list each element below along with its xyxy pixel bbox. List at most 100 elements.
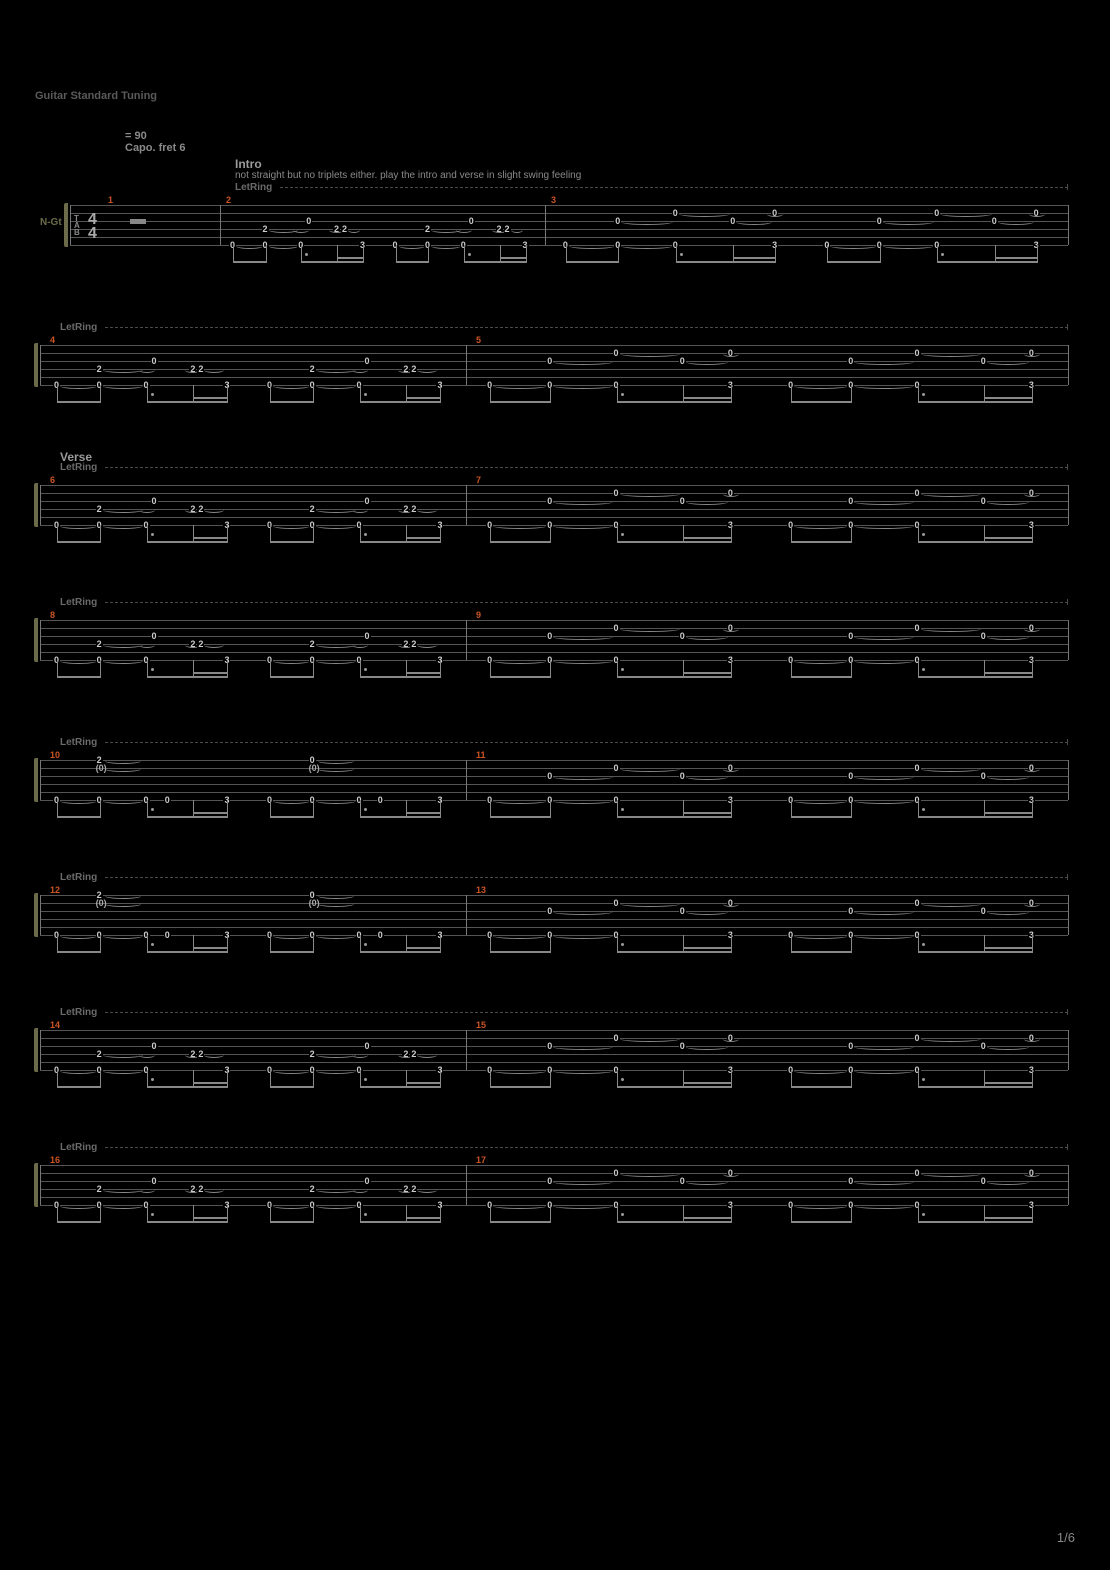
beam [360,541,441,543]
section-note: not straight but no triplets either. pla… [235,170,581,181]
fret-number: 2 [309,1184,316,1194]
tie [348,227,360,233]
tie [204,507,224,513]
stem [731,935,732,953]
fret-number: 0 [613,623,620,633]
measure-number: 11 [476,750,486,760]
dot [922,668,925,671]
tie [767,211,783,217]
tie [686,499,728,505]
fret-number: 0 [672,208,679,218]
beam [270,816,313,818]
tie [794,523,848,529]
fret-number: 0 [613,763,620,773]
beam [683,672,731,674]
fret-number: 0 [613,348,620,358]
staff-line [40,792,1068,793]
beam [683,397,731,399]
tie [60,798,97,804]
barline [466,620,467,660]
stem [227,800,228,818]
tie [723,626,739,632]
fret-number: 0 [151,1041,158,1051]
letring-label: LetRing [60,1142,97,1153]
fret-number: 0 [546,356,553,366]
fret-number: 0 [679,1041,686,1051]
fret-number: 0 [914,623,921,633]
fret-number: 2 [309,1049,316,1059]
fret-number: 0 [613,1033,620,1043]
tie [352,367,368,373]
tie [316,1187,357,1193]
stem [227,935,228,953]
tie [103,658,144,664]
stem [266,245,267,263]
tie [921,1171,981,1177]
stem [1032,800,1033,818]
stem [313,800,314,818]
letring-label: LetRing [60,872,97,883]
stem [550,660,551,678]
beam [617,816,731,818]
stem [880,245,881,263]
stem [731,660,732,678]
letring-label: LetRing [235,182,272,193]
tie [620,1171,680,1177]
tie [103,1187,144,1193]
tie [1024,351,1040,357]
beam [360,1086,441,1088]
beam [683,1217,731,1219]
stem [1032,385,1033,403]
staff-bracket [34,618,38,662]
tie [553,383,613,389]
tie [620,491,680,497]
fret-number: 2 [309,504,316,514]
letring-end [1067,874,1068,880]
fret-number: 0 [933,208,940,218]
fret-number: 0 [364,631,371,641]
stem [313,935,314,953]
letring-end [1067,599,1068,605]
beam [617,1221,731,1223]
beam [918,401,1032,403]
tie [417,507,437,513]
tie [273,1203,310,1209]
fret-number: 2 [96,504,103,514]
beam [918,951,1032,953]
measure-number: 16 [50,1155,60,1165]
fret-number: 0 [151,631,158,641]
beam [147,1086,228,1088]
tie [139,1187,155,1193]
stem [1032,525,1033,543]
tie [273,933,310,939]
barline [466,1030,467,1070]
beam [937,261,1036,263]
tie [1029,211,1045,217]
beam [733,257,775,259]
tie [103,933,144,939]
capo-label: Capo. fret 6 [125,142,186,154]
stem [618,245,619,263]
stem [1032,1205,1033,1223]
tie [854,634,914,640]
tie [794,658,848,664]
tie [940,211,992,217]
stem [313,1205,314,1223]
fret-number: 0 [364,496,371,506]
letring-end [1067,1144,1068,1150]
staff-line [40,1062,1068,1063]
barline [40,895,41,935]
tie [417,1187,437,1193]
fret-number: 0 [679,496,686,506]
tie [103,1203,144,1209]
letring-line [105,1012,1068,1013]
tie [794,1203,848,1209]
dot [922,533,925,536]
fret-number: 2 [96,364,103,374]
beam [233,261,266,263]
tie [723,1171,739,1177]
fret-number: 2 [96,1184,103,1194]
tie [686,774,728,780]
dot [941,253,944,256]
fret-number: 0 [729,216,736,226]
